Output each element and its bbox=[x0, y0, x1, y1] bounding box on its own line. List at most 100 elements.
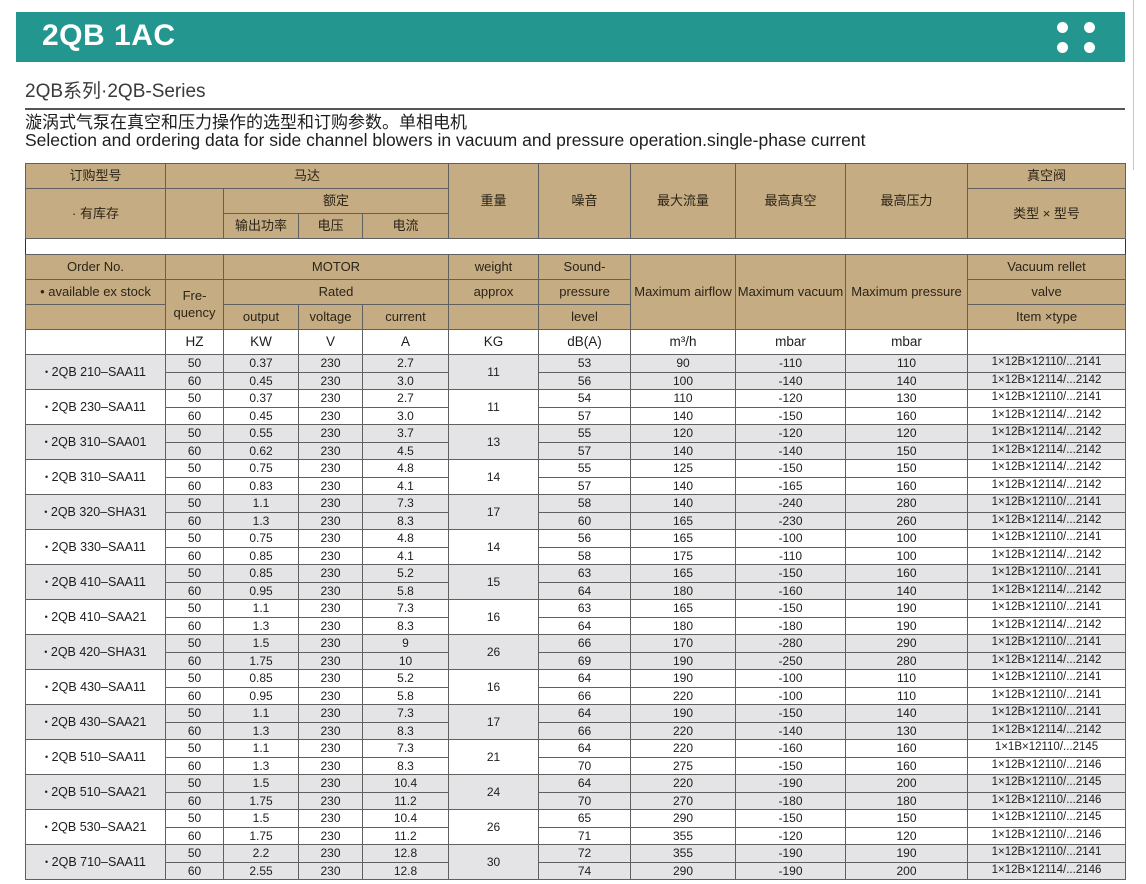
cell-order-no: • 2QB 310–SAA11 bbox=[25, 459, 166, 495]
cell-output: 0.85 bbox=[223, 546, 299, 565]
table-row: • 2QB 420–SHA31 50 1.5 230 9 26 66 170 -280 290 1×… bbox=[25, 634, 1127, 670]
cell-max-pressure: 260 bbox=[845, 511, 969, 530]
cell-max-vacuum: -160 bbox=[735, 739, 847, 758]
cell-valve-item: 1×12B×12114/...2142 bbox=[967, 721, 1127, 740]
cell-max-vacuum: -230 bbox=[735, 511, 847, 530]
header-approx-en: approx bbox=[448, 279, 540, 305]
stock-bullet-icon: • bbox=[44, 821, 48, 832]
cell-max-vacuum: -190 bbox=[735, 774, 847, 793]
cell-weight: 17 bbox=[448, 704, 540, 740]
cell-max-vacuum: -280 bbox=[735, 634, 847, 653]
cell-max-vacuum: -140 bbox=[735, 371, 847, 390]
cell-max-airflow: 355 bbox=[630, 826, 737, 845]
cell-weight: 26 bbox=[448, 634, 540, 670]
cell-max-airflow: 90 bbox=[630, 354, 737, 373]
cell-frequency: 50 bbox=[165, 389, 224, 408]
header-current-zh: 电流 bbox=[361, 213, 450, 239]
cell-voltage: 230 bbox=[298, 634, 363, 653]
page-header-bar: 2QB 1AC bbox=[16, 12, 1125, 62]
cell-max-vacuum: -110 bbox=[735, 354, 847, 373]
cell-current: 7.3 bbox=[361, 704, 450, 723]
cell-frequency: 60 bbox=[165, 651, 224, 670]
cell-frequency: 60 bbox=[165, 511, 224, 530]
page-edge-line bbox=[1133, 0, 1134, 170]
cell-current: 8.3 bbox=[361, 721, 450, 740]
cell-output: 1.75 bbox=[223, 826, 299, 845]
cell-max-vacuum: -190 bbox=[735, 861, 847, 880]
header-valve-en-3: Item ×type bbox=[967, 304, 1127, 330]
cell-current: 8.3 bbox=[361, 616, 450, 635]
unit-voltage: V bbox=[298, 329, 363, 355]
table-row: 60 0.62 230 4.5 57 140 -140 150 1×12B×12114/...2… bbox=[26, 441, 1127, 460]
cell-current: 12.8 bbox=[361, 861, 450, 880]
cell-order-no: • 2QB 230–SAA11 bbox=[25, 389, 166, 425]
table-row: 60 0.83 230 4.1 57 140 -165 160 1×12B×12114/...2… bbox=[26, 476, 1127, 495]
header-motor-en: MOTOR bbox=[222, 254, 450, 280]
header-rated-zh: 额定 bbox=[222, 188, 450, 214]
unit-sound: dB(A) bbox=[538, 329, 632, 355]
cell-current: 4.8 bbox=[361, 529, 450, 548]
cell-current: 10.4 bbox=[361, 774, 450, 793]
cell-current: 7.3 bbox=[361, 739, 450, 758]
table-row: • 2QB 320–SHA31 50 1.1 230 7.3 17 58 140 -240 280… bbox=[25, 494, 1127, 530]
cell-output: 0.75 bbox=[223, 529, 299, 548]
units-row: HZ KW V A KG dB(A) m³/h mbar mbar bbox=[25, 329, 1127, 355]
cell-output: 2.55 bbox=[223, 861, 299, 880]
header-current-en: current bbox=[361, 304, 450, 330]
header-row-zh-3: 输出功率 电压 电流 bbox=[26, 213, 1126, 239]
cell-output: 1.3 bbox=[223, 721, 299, 740]
cell-current: 10 bbox=[361, 651, 450, 670]
cell-frequency: 60 bbox=[165, 616, 224, 635]
cell-frequency: 50 bbox=[165, 774, 224, 793]
cell-sound-level: 64 bbox=[538, 774, 632, 793]
cell-valve-item: 1×12B×12110/...2146 bbox=[967, 791, 1127, 810]
cell-sound-level: 64 bbox=[538, 581, 632, 600]
cell-output: 0.37 bbox=[223, 354, 299, 373]
cell-current: 2.7 bbox=[361, 354, 450, 373]
cell-voltage: 230 bbox=[298, 476, 363, 495]
cell-valve-item: 1×12B×12114/...2142 bbox=[967, 424, 1127, 443]
cell-max-pressure: 180 bbox=[845, 791, 969, 810]
cell-order-no: • 2QB 430–SAA11 bbox=[25, 669, 166, 705]
cell-valve-item: 1×12B×12114/...2146 bbox=[967, 861, 1127, 880]
product-table: 订购型号 马达 重量 噪音 最大流量 最高真空 最高压力 真空阀 · 有库存 额… bbox=[24, 163, 1127, 880]
cell-sound-level: 66 bbox=[538, 634, 632, 653]
cell-weight: 16 bbox=[448, 599, 540, 635]
cell-max-pressure: 200 bbox=[845, 774, 969, 793]
cell-frequency: 50 bbox=[165, 354, 224, 373]
cell-max-airflow: 270 bbox=[630, 791, 737, 810]
cell-valve-item: 1×12B×12110/...2141 bbox=[967, 704, 1127, 723]
cell-sound-level: 57 bbox=[538, 476, 632, 495]
cell-output: 1.5 bbox=[223, 774, 299, 793]
cell-order-no: • 2QB 510–SAA21 bbox=[25, 774, 166, 810]
header-frequency-zh-empty bbox=[165, 188, 224, 239]
cell-valve-item: 1×12B×12114/...2142 bbox=[967, 511, 1127, 530]
cell-weight: 11 bbox=[448, 354, 540, 390]
cell-voltage: 230 bbox=[298, 564, 363, 583]
cell-voltage: 230 bbox=[298, 774, 363, 793]
cell-valve-item: 1×12B×12114/...2142 bbox=[967, 581, 1127, 600]
table-row: 60 0.45 230 3.0 57 140 -150 160 1×12B×12114/...2… bbox=[26, 406, 1127, 425]
header-row-en-1: Order No. MOTOR weight Sound- Maximum ai… bbox=[25, 254, 1127, 330]
stock-bullet-icon: • bbox=[44, 716, 48, 727]
cell-output: 1.1 bbox=[223, 599, 299, 618]
header-output-en: output bbox=[223, 304, 299, 330]
cell-voltage: 230 bbox=[298, 861, 363, 880]
cell-voltage: 230 bbox=[298, 441, 363, 460]
cell-sound-level: 64 bbox=[538, 616, 632, 635]
cell-frequency: 50 bbox=[165, 459, 224, 478]
stock-bullet-icon: • bbox=[45, 366, 49, 377]
cell-voltage: 230 bbox=[298, 424, 363, 443]
cell-max-vacuum: -180 bbox=[735, 616, 847, 635]
cell-frequency: 50 bbox=[165, 809, 224, 828]
cell-voltage: 230 bbox=[298, 704, 363, 723]
cell-sound-level: 66 bbox=[538, 686, 632, 705]
cell-weight: 14 bbox=[448, 459, 540, 495]
cell-frequency: 60 bbox=[165, 476, 224, 495]
cell-sound-level: 64 bbox=[538, 669, 632, 688]
cell-max-airflow: 290 bbox=[630, 861, 737, 880]
cell-frequency: 60 bbox=[165, 826, 224, 845]
header-frequency-en-empty bbox=[165, 254, 224, 280]
four-dots-icon bbox=[1057, 22, 1095, 53]
header-weight-empty bbox=[448, 304, 540, 330]
